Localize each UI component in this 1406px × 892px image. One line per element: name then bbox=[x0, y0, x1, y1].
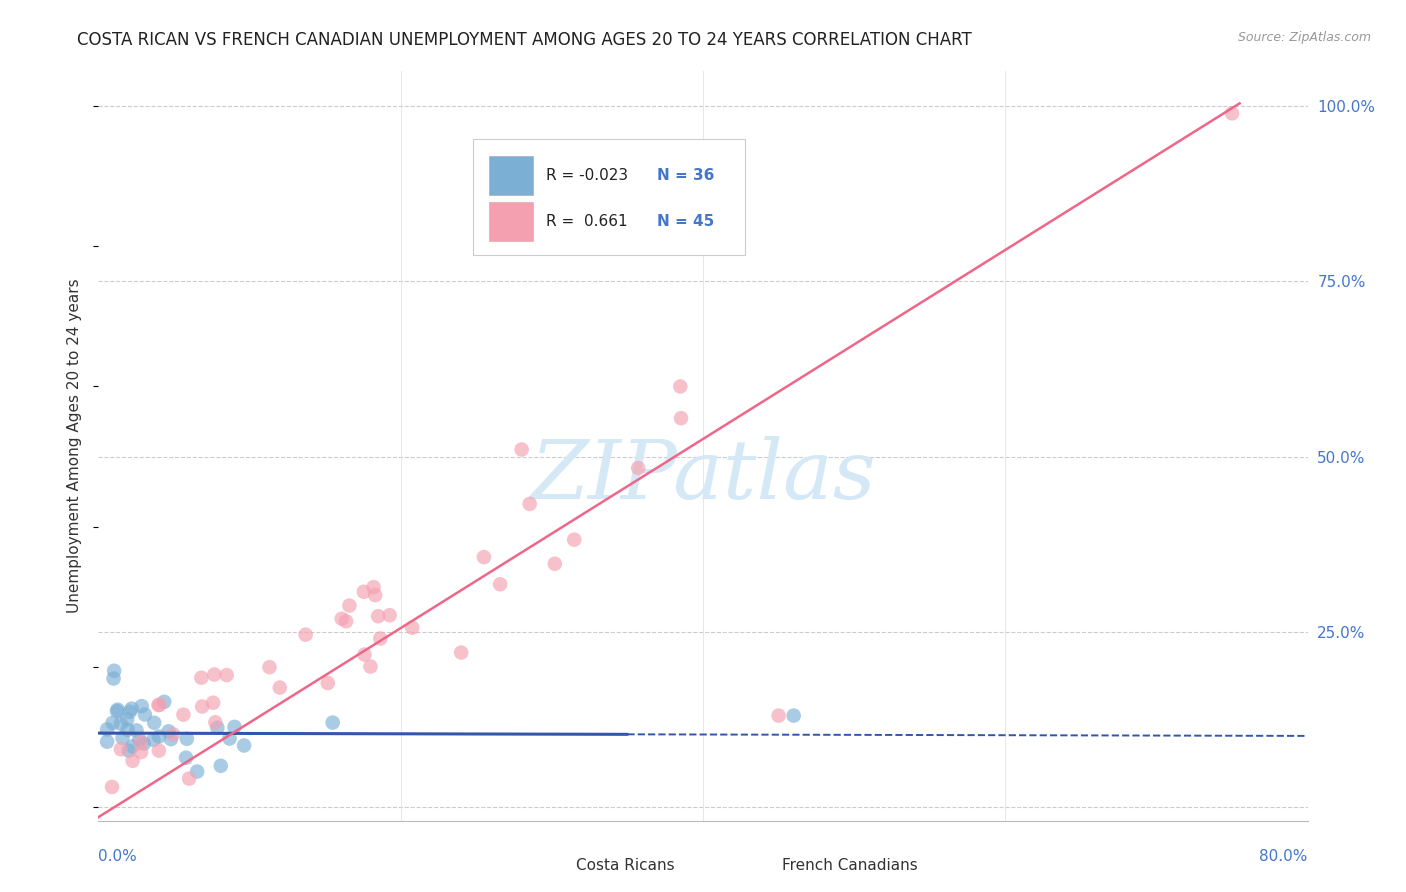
Point bbox=[364, 588, 387, 602]
Point bbox=[103, 672, 125, 686]
Point bbox=[129, 745, 152, 759]
FancyBboxPatch shape bbox=[737, 853, 778, 879]
Point bbox=[322, 715, 344, 730]
Point bbox=[128, 732, 150, 747]
Point bbox=[96, 723, 118, 737]
Point bbox=[269, 681, 291, 695]
FancyBboxPatch shape bbox=[489, 156, 533, 195]
Point bbox=[353, 584, 375, 599]
FancyBboxPatch shape bbox=[474, 139, 745, 255]
Point bbox=[363, 580, 385, 594]
Point bbox=[510, 442, 533, 457]
Point bbox=[627, 461, 650, 475]
Point bbox=[129, 735, 152, 749]
Point bbox=[450, 646, 472, 660]
Point bbox=[121, 754, 143, 768]
Point bbox=[174, 750, 197, 764]
Point bbox=[368, 632, 391, 646]
Text: N = 36: N = 36 bbox=[657, 168, 714, 183]
Point bbox=[783, 708, 806, 723]
Point bbox=[131, 699, 153, 714]
Point bbox=[562, 533, 585, 547]
Point bbox=[204, 715, 226, 730]
Point bbox=[472, 550, 495, 565]
Point bbox=[118, 743, 141, 757]
Text: 80.0%: 80.0% bbox=[1260, 848, 1308, 863]
Point bbox=[111, 731, 134, 745]
Point bbox=[148, 698, 170, 712]
Point bbox=[209, 759, 232, 773]
Point bbox=[134, 707, 156, 722]
Point bbox=[669, 411, 692, 425]
Text: French Canadians: French Canadians bbox=[782, 858, 917, 873]
Point bbox=[148, 730, 170, 744]
Text: 0.0%: 0.0% bbox=[98, 848, 138, 863]
Point bbox=[294, 627, 316, 641]
Point bbox=[148, 743, 170, 757]
Point bbox=[172, 707, 194, 722]
Point bbox=[367, 609, 389, 624]
Point bbox=[121, 739, 143, 754]
Y-axis label: Unemployment Among Ages 20 to 24 years: Unemployment Among Ages 20 to 24 years bbox=[67, 278, 83, 614]
Point bbox=[202, 667, 225, 681]
Point bbox=[401, 621, 423, 635]
Point bbox=[489, 577, 512, 591]
Point bbox=[176, 731, 198, 746]
Point bbox=[768, 708, 790, 723]
Point bbox=[218, 731, 240, 746]
Text: R =  0.661: R = 0.661 bbox=[546, 214, 627, 229]
Point bbox=[157, 724, 180, 739]
Point bbox=[316, 676, 339, 690]
Point bbox=[121, 701, 143, 715]
Point bbox=[132, 737, 155, 751]
Text: ZIPatlas: ZIPatlas bbox=[530, 436, 876, 516]
Point bbox=[148, 698, 170, 712]
Point bbox=[101, 715, 124, 730]
FancyBboxPatch shape bbox=[531, 853, 572, 879]
Point bbox=[215, 668, 238, 682]
Point bbox=[1220, 106, 1243, 120]
Text: COSTA RICAN VS FRENCH CANADIAN UNEMPLOYMENT AMONG AGES 20 TO 24 YEARS CORRELATIO: COSTA RICAN VS FRENCH CANADIAN UNEMPLOYM… bbox=[77, 31, 972, 49]
Point bbox=[153, 695, 176, 709]
Point bbox=[117, 723, 139, 737]
Point bbox=[160, 732, 183, 747]
Text: R = -0.023: R = -0.023 bbox=[546, 168, 628, 183]
Point bbox=[519, 497, 541, 511]
Point bbox=[339, 599, 361, 613]
Point bbox=[110, 742, 132, 756]
Point bbox=[143, 715, 166, 730]
Text: N = 45: N = 45 bbox=[657, 214, 714, 229]
Point bbox=[186, 764, 208, 779]
Point bbox=[259, 660, 281, 674]
Point bbox=[191, 699, 214, 714]
Point bbox=[125, 723, 148, 738]
FancyBboxPatch shape bbox=[489, 202, 533, 242]
Text: Source: ZipAtlas.com: Source: ZipAtlas.com bbox=[1237, 31, 1371, 45]
Point bbox=[103, 664, 125, 678]
Point bbox=[101, 780, 124, 794]
Point bbox=[335, 614, 357, 628]
Point bbox=[110, 716, 132, 731]
Point bbox=[224, 720, 246, 734]
Point bbox=[162, 727, 184, 741]
Point bbox=[179, 772, 201, 786]
Point bbox=[190, 671, 212, 685]
Text: Costa Ricans: Costa Ricans bbox=[576, 858, 675, 873]
Point bbox=[115, 713, 138, 727]
Point bbox=[96, 734, 118, 748]
Point bbox=[544, 557, 567, 571]
Point bbox=[378, 608, 401, 623]
Point bbox=[107, 703, 129, 717]
Point bbox=[105, 704, 128, 718]
Point bbox=[353, 648, 375, 662]
Point bbox=[202, 696, 225, 710]
Point bbox=[207, 721, 229, 735]
Point bbox=[330, 612, 353, 626]
Point bbox=[360, 659, 382, 673]
Point bbox=[118, 705, 141, 719]
Point bbox=[669, 379, 692, 393]
Point bbox=[233, 739, 256, 753]
Point bbox=[142, 732, 165, 747]
